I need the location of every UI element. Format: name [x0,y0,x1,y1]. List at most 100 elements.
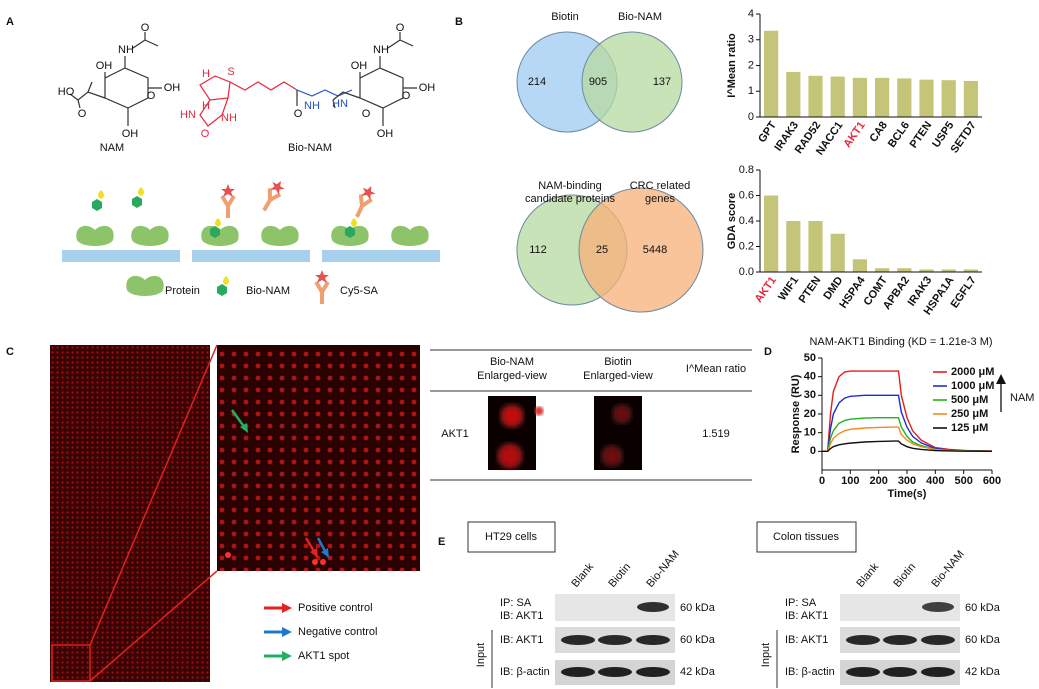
venn-count: 5448 [643,244,667,256]
atom: HO [58,86,75,98]
legend-text: Negative control [298,626,378,638]
bar [874,77,890,117]
atom: NH [118,44,134,56]
venn-count: 112 [529,244,547,256]
bar [786,221,801,272]
atom: O [402,90,411,102]
nam-icon [132,196,142,208]
biotin-icon [223,276,229,285]
bar [763,195,779,272]
table-header: Biotin [604,356,632,368]
lane-label: Biotin [606,561,633,590]
bar [919,79,934,117]
y-tick-label: 4 [748,8,754,20]
legend-text: 1000 μM [951,380,994,392]
x-tick-label: 100 [841,475,859,487]
lane-label: Bio-NAM [929,548,966,589]
bio-nam-structure [199,32,417,127]
bar [830,233,845,272]
y-axis-label: GDA score [726,193,738,249]
size-label: 42 kDa [965,666,1001,678]
legend-text: Positive control [298,602,373,614]
table-cell: AKT1 [441,428,469,440]
protein-icon [201,225,239,246]
legend-text: Bio-NAM [246,285,290,297]
x-tick-label: 200 [869,475,887,487]
bar [963,80,979,117]
x-tick-label: 300 [898,475,916,487]
table-header: Bio-NAM [490,356,534,368]
star [270,180,285,195]
input-label: Input [760,643,772,667]
venn-set-label: NAM-binding [538,180,602,192]
legend-text: AKT1 spot [298,650,349,662]
table-header: I^Mean ratio [686,363,746,375]
atom: OH [164,82,181,94]
venn-count: 137 [653,76,671,88]
row-label: IP: SA [785,597,817,609]
y-tick-label: 0 [748,111,754,123]
y-tick-label: 3 [748,34,754,46]
venn-set-label: Biotin [551,11,579,23]
size-label: 60 kDa [680,634,716,646]
bar [897,78,912,117]
structure-label: Bio-NAM [288,142,332,154]
atom: O [362,108,371,120]
lane-label: Biotin [891,561,918,590]
row-label: IB: AKT1 [500,610,543,622]
y-tick-label: 0.8 [739,164,754,176]
antibody-arm [314,280,330,304]
x-tick-label: BCL6 [886,120,912,150]
row-label: IB: β-actin [500,666,550,678]
venn-count: 214 [528,76,546,88]
y-tick-label: 2 [748,59,754,71]
legend-arrowhead [282,627,292,637]
legend-text: 2000 μM [951,366,994,378]
antibody-arm [262,188,282,212]
x-tick-label: 0 [819,475,825,487]
arrow-label: NAM [1010,392,1034,404]
atom: O [294,108,303,120]
row-label: IP: SA [500,597,532,609]
atom: OH [377,128,394,140]
protein-icon [391,225,429,246]
x-axis-label: Time(s) [888,488,927,500]
y-tick-label: 0.4 [739,215,754,227]
y-axis-label: Response (RU) [790,374,802,453]
atom: H [202,68,210,80]
legend-text: Protein [165,285,200,297]
antibody-icon [262,180,285,212]
atom: O [141,22,150,34]
x-tick-label: PTEN [908,119,935,150]
nam-icon [217,284,227,296]
bar [808,221,823,272]
antibody-arm [220,194,236,218]
biotin-icon [215,218,221,227]
star [361,186,376,200]
atom: NH [304,100,320,112]
bar [830,76,845,117]
bar [763,30,779,117]
legend-text: 250 μM [951,408,988,420]
protein-icon [261,225,299,246]
protein-icon [131,225,169,246]
y-tick-label: 20 [804,408,816,420]
row-label: IB: β-actin [785,666,835,678]
y-tick-label: 0.2 [739,240,754,252]
legend-arrowhead [282,603,292,613]
venn-circle [578,187,704,313]
atom: OH [96,60,113,72]
legend-text: 500 μM [951,394,988,406]
bar [874,268,890,272]
atom: O [147,90,156,102]
atom: OH [351,60,368,72]
axis [759,170,982,273]
antibody-icon [220,184,236,218]
bar [941,80,956,117]
venn-set-label: candidate proteins [525,193,615,205]
size-label: 42 kDa [680,666,716,678]
y-tick-label: 1 [748,85,754,97]
nam-structure [69,32,162,126]
panel-letter: C [6,346,14,358]
